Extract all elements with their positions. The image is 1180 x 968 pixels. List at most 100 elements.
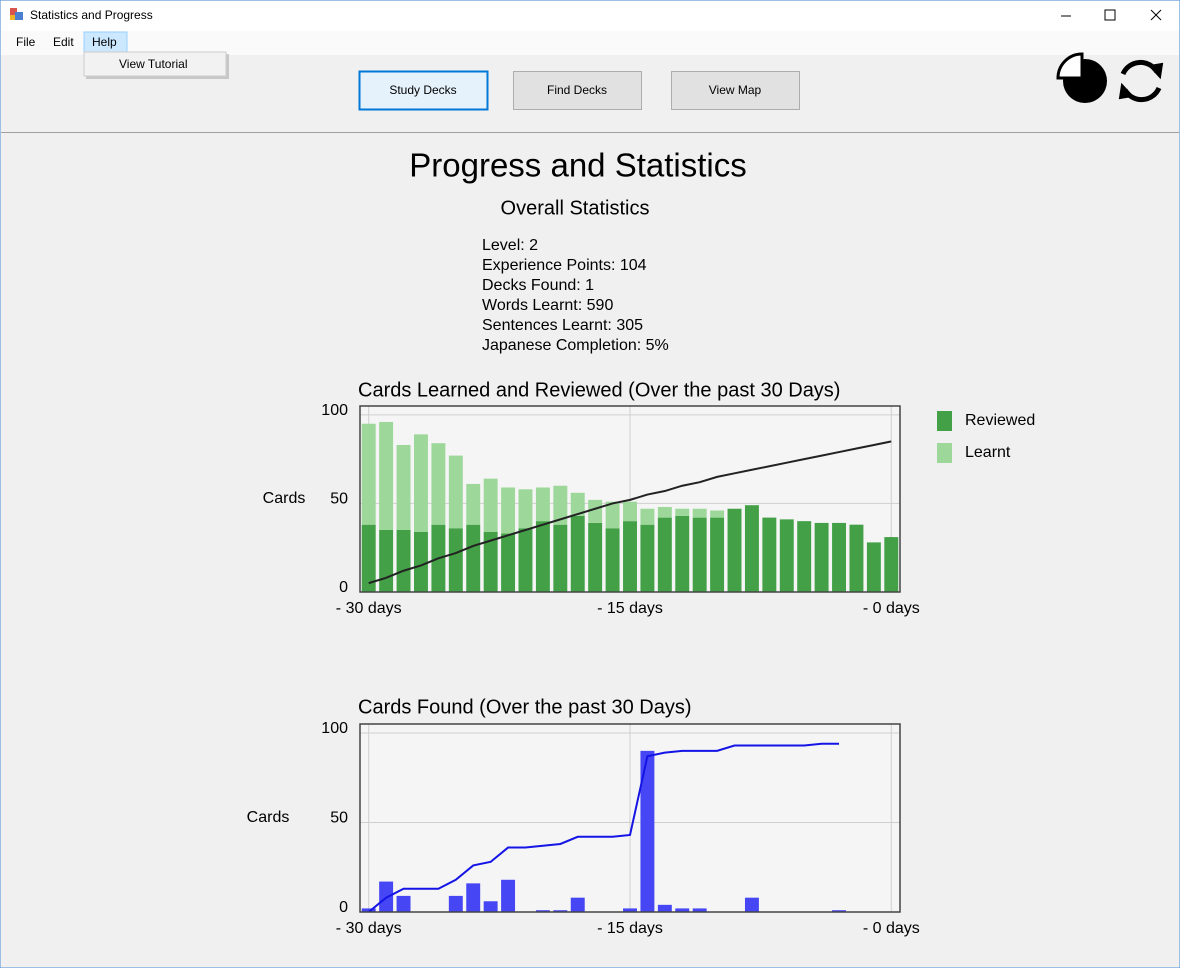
subheading: Overall Statistics (501, 197, 650, 219)
button-label[interactable]: Find Decks (547, 83, 607, 97)
bar (483, 901, 498, 912)
bar (414, 531, 428, 592)
y-axis-label: Cards (247, 809, 290, 826)
x-tick-label: - 0 days (863, 920, 920, 937)
legend-swatch (937, 411, 952, 431)
bar (640, 524, 655, 592)
bar (570, 492, 585, 516)
bar (361, 423, 376, 525)
bar (588, 499, 603, 523)
title-bar (1, 1, 1179, 31)
bar (518, 528, 533, 592)
bar (814, 522, 829, 592)
bar (448, 455, 463, 529)
button[interactable] (513, 71, 642, 110)
bar (884, 537, 899, 592)
bar (535, 910, 550, 912)
x-tick-label: - 0 days (863, 600, 920, 617)
dropdown (83, 51, 227, 77)
legend-label: Reviewed (965, 412, 1035, 429)
y-tick-label: 0 (339, 579, 348, 596)
bar (710, 510, 725, 518)
y-tick-label: 100 (321, 720, 348, 737)
bar (466, 883, 481, 912)
menu-item[interactable]: Help (92, 35, 117, 49)
bar (501, 487, 516, 534)
bar (675, 908, 690, 912)
bar (518, 489, 533, 529)
bar (535, 521, 550, 592)
bar (379, 421, 394, 530)
bar (361, 908, 376, 912)
menu-bar (1, 31, 1179, 55)
chart-title: Cards Learned and Reviewed (Over the pas… (358, 379, 840, 401)
bar (675, 515, 690, 592)
bar (501, 533, 516, 592)
bar (640, 508, 655, 525)
close-button[interactable] (1150, 9, 1162, 21)
heading: Progress and Statistics (409, 147, 746, 184)
plot-border (359, 405, 901, 593)
refresh-icon[interactable] (1118, 59, 1164, 103)
bar (657, 904, 672, 912)
bar (396, 895, 411, 912)
app-icon (10, 8, 23, 20)
bar (866, 542, 881, 592)
dropdown-item[interactable]: View Tutorial (119, 57, 187, 71)
bar (448, 528, 463, 592)
bar (588, 522, 603, 592)
stat-line: Level: 2 (482, 237, 538, 254)
bar (379, 530, 394, 592)
bar (570, 897, 585, 912)
stats-icon[interactable] (1056, 52, 1107, 103)
y-tick-label: 0 (339, 899, 348, 916)
bar (623, 501, 637, 522)
bar (640, 750, 655, 912)
bar (483, 478, 498, 532)
trend-line (368, 440, 892, 585)
menu-item[interactable]: File (16, 35, 36, 49)
menu-item[interactable]: Edit (53, 35, 74, 49)
bar (832, 910, 846, 912)
bar (466, 524, 481, 592)
y-axis-label: Cards (263, 490, 306, 507)
bar (762, 517, 777, 592)
bar (779, 519, 794, 592)
bar (797, 521, 812, 592)
bar (657, 517, 672, 592)
maximize-button[interactable] (1104, 9, 1116, 21)
bar (832, 522, 846, 592)
bar (675, 508, 690, 516)
button[interactable] (671, 71, 800, 110)
bar (414, 434, 428, 532)
bar (396, 444, 411, 530)
bar (466, 483, 481, 525)
button-label[interactable]: View Map (709, 83, 762, 97)
chart-title: Cards Found (Over the past 30 Days) (358, 696, 691, 718)
bar (692, 508, 707, 518)
stat-line: Experience Points: 104 (482, 257, 647, 274)
bar (623, 908, 637, 912)
y-tick-label: 100 (321, 402, 348, 419)
bar (692, 517, 707, 592)
stat-line: Decks Found: 1 (482, 277, 594, 294)
stat-line: Words Learnt: 590 (482, 297, 613, 314)
x-tick-label: - 30 days (336, 920, 402, 937)
bar (727, 508, 742, 592)
y-tick-label: 50 (330, 810, 348, 827)
bar (553, 485, 568, 525)
bar (657, 506, 672, 518)
y-tick-label: 50 (330, 491, 348, 508)
bar (710, 517, 725, 592)
bar (396, 530, 411, 592)
bar (692, 908, 707, 912)
legend-swatch (937, 443, 952, 463)
button[interactable] (358, 70, 489, 111)
bar (535, 487, 550, 522)
bar (431, 443, 446, 525)
bar (744, 505, 759, 592)
stat-line: Sentences Learnt: 305 (482, 317, 643, 334)
bar (483, 531, 498, 592)
button-label[interactable]: Study Decks (389, 83, 456, 97)
